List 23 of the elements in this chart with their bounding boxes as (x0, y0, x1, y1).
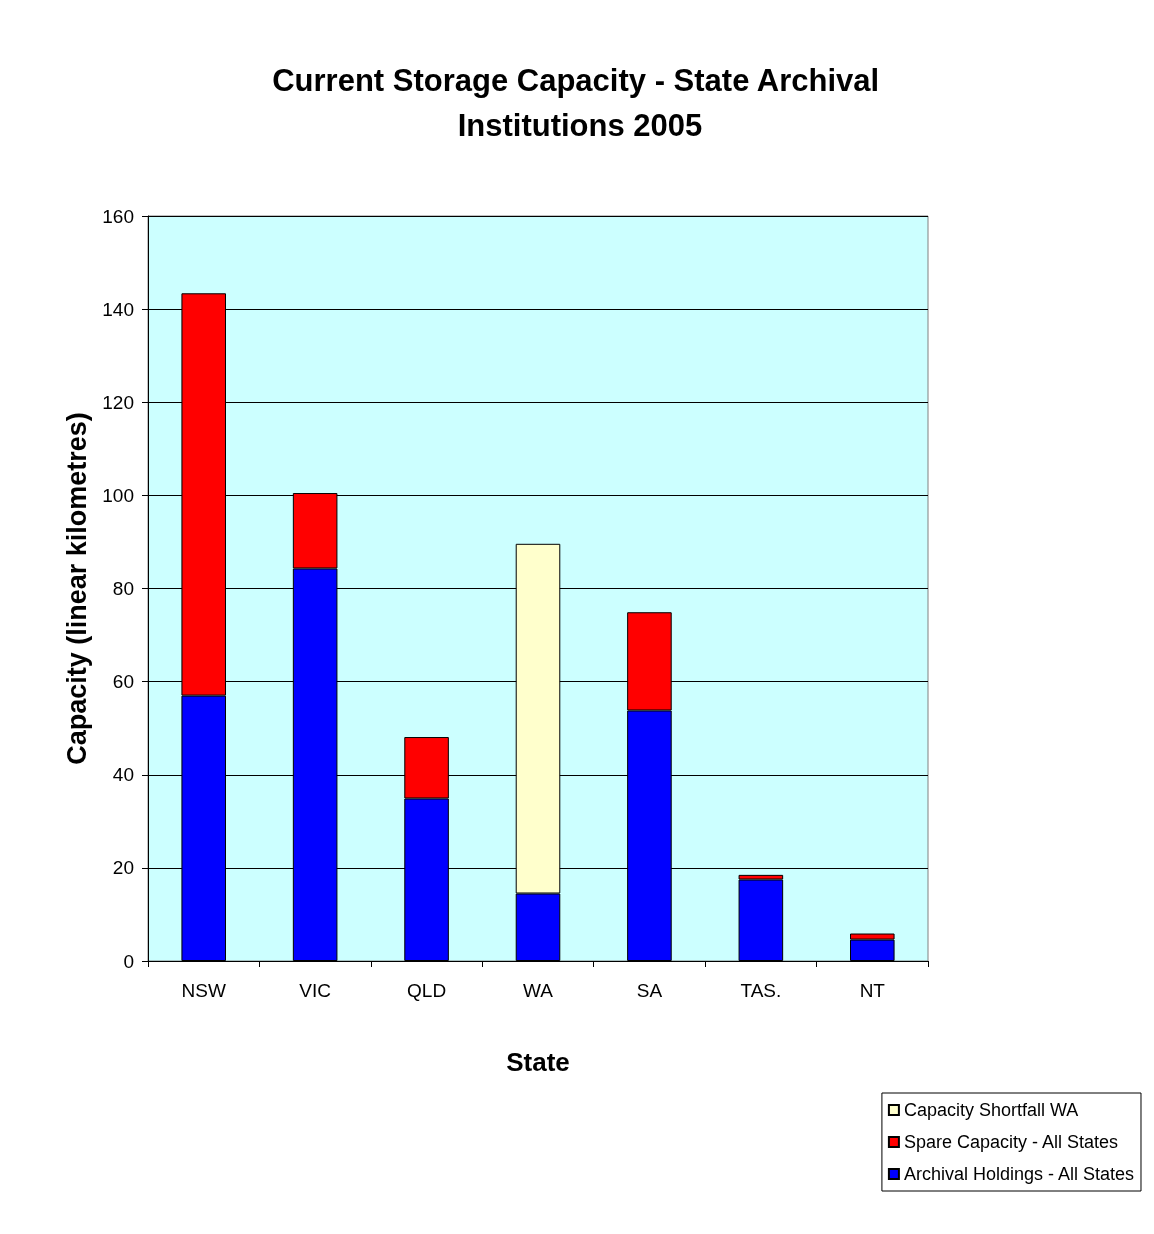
y-tick-label: 20 (112, 857, 134, 879)
y-tick-label: 0 (123, 950, 134, 972)
y-tick-label: 160 (102, 205, 134, 227)
x-tick-label: NT (859, 980, 886, 1001)
x-axis-title: State (506, 1047, 570, 1077)
x-tick-label: SA (636, 980, 663, 1001)
x-tick-label: QLD (407, 980, 447, 1001)
bar (738, 879, 784, 961)
x-tick-label: VIC (299, 980, 331, 1001)
legend-label: Capacity Shortfall WA (903, 1100, 1079, 1120)
x-tick-label: TAS. (740, 980, 782, 1001)
legend-label: Archival Holdings - All States (903, 1164, 1135, 1184)
y-tick-label: 120 (102, 391, 134, 413)
y-tick-label: 80 (112, 578, 134, 599)
y-tick-label: 60 (112, 671, 134, 693)
y-axis-title: Capacity (linear kilometres) (61, 412, 92, 765)
y-tick-label: 100 (102, 484, 134, 506)
x-tick-label: NSW (181, 980, 226, 1001)
legend-label: Spare Capacity - All States (903, 1132, 1119, 1152)
x-tick-label: WA (523, 980, 554, 1001)
y-tick-label: 40 (112, 764, 134, 786)
chart-title: Current Storage Capacity - State Archival Institutions 2005 (272, 63, 888, 143)
y-tick-label: 140 (102, 298, 134, 320)
